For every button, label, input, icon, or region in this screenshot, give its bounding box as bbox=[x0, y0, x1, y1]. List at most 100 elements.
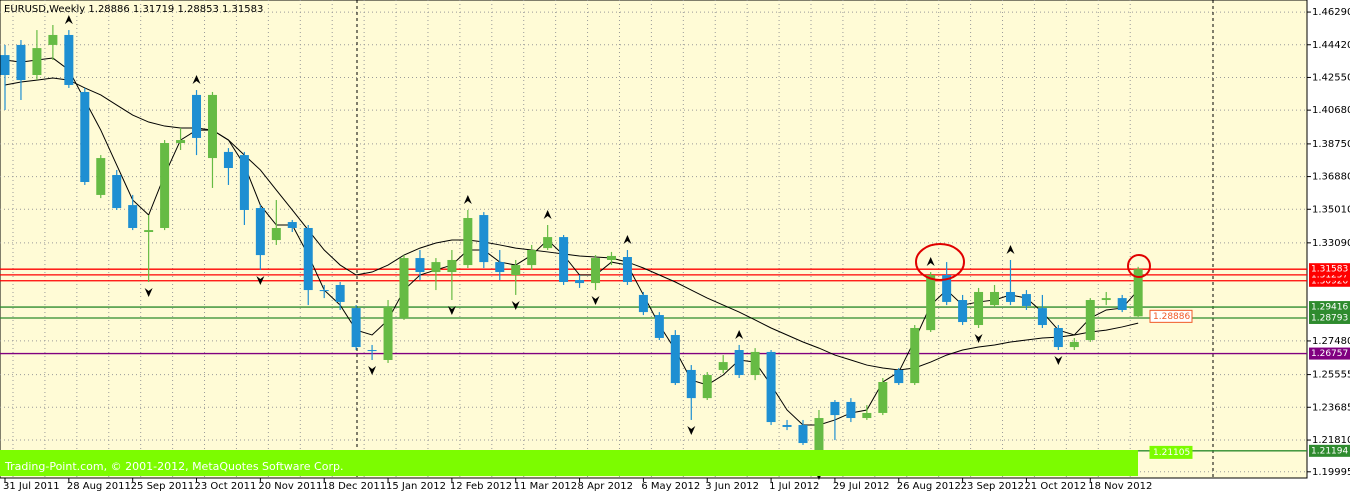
x-tick-label: 26 Aug 2012 bbox=[897, 481, 961, 492]
highlight-circle bbox=[915, 243, 965, 281]
candle-body bbox=[798, 425, 808, 444]
candle-body bbox=[591, 258, 601, 284]
y-tick-label: 1.36880 bbox=[1312, 172, 1350, 183]
candle-body bbox=[1085, 300, 1095, 341]
y-tick-label: 1.33090 bbox=[1312, 238, 1350, 249]
candle-body bbox=[463, 218, 473, 266]
x-tick-label: 11 Mar 2012 bbox=[514, 481, 577, 492]
x-tick-label: 3 Jun 2012 bbox=[705, 481, 759, 492]
candle-body bbox=[80, 91, 90, 183]
fractal-down bbox=[144, 288, 153, 298]
candle-body bbox=[351, 308, 361, 348]
x-tick-label: 18 Dec 2011 bbox=[322, 481, 386, 492]
fractal-up bbox=[543, 210, 552, 220]
candle-body bbox=[1037, 308, 1047, 326]
x-tick-label: 23 Sep 2012 bbox=[961, 481, 1024, 492]
candle-body bbox=[734, 350, 744, 376]
fractal-up bbox=[623, 235, 632, 245]
fractal-down bbox=[368, 365, 377, 375]
x-tick-label: 20 Nov 2011 bbox=[258, 481, 322, 492]
candle-body bbox=[144, 230, 154, 233]
label-layer: 1.46290 1.44420 1.42550 1.40680 1.38750 1.368… bbox=[3, 7, 1350, 492]
level-label-box bbox=[1309, 347, 1350, 360]
plot-area bbox=[0, 0, 1308, 479]
fractal-up bbox=[926, 257, 935, 267]
candle-body bbox=[303, 227, 313, 291]
candle-body bbox=[990, 291, 1000, 306]
candle-body bbox=[192, 94, 202, 138]
candle-body bbox=[543, 237, 553, 249]
candle-body bbox=[160, 143, 170, 228]
candle-body bbox=[814, 418, 824, 451]
candle-body bbox=[335, 284, 345, 302]
x-tick-label: 18 Nov 2012 bbox=[1088, 481, 1152, 492]
level-label-box bbox=[1309, 263, 1350, 276]
footer-text: Trading-Point.com, © 2001-2012, MetaQuot… bbox=[4, 460, 343, 473]
candle-body bbox=[575, 280, 585, 284]
candle-body bbox=[974, 291, 984, 326]
candle-body bbox=[48, 34, 58, 45]
y-tick-label: 1.46290 bbox=[1312, 7, 1350, 18]
y-tick-label: 1.38750 bbox=[1312, 139, 1350, 150]
fractal-up bbox=[735, 329, 744, 339]
level-label: 1.28793 bbox=[1311, 313, 1348, 323]
x-tick-label: 25 Sep 2011 bbox=[131, 481, 194, 492]
candle-body bbox=[527, 250, 537, 266]
fractal-up bbox=[192, 75, 201, 85]
candle-body bbox=[1053, 327, 1063, 348]
highlight-circle bbox=[1127, 254, 1151, 278]
candle-body bbox=[239, 155, 249, 210]
fractal-down bbox=[447, 306, 456, 316]
candle-body bbox=[654, 315, 664, 338]
level-label-box bbox=[1309, 311, 1350, 324]
candle-body bbox=[32, 48, 42, 76]
price-label: 1.28886 bbox=[1153, 312, 1190, 322]
candle-body bbox=[1021, 294, 1031, 306]
candle-body bbox=[415, 258, 425, 273]
fractal-up bbox=[1006, 244, 1015, 254]
x-tick-label: 8 Apr 2012 bbox=[578, 481, 633, 492]
candle-body bbox=[96, 158, 106, 195]
x-tick-label: 12 Feb 2012 bbox=[450, 481, 512, 492]
candle-body bbox=[128, 205, 138, 228]
candle-body bbox=[447, 259, 457, 273]
candle-body bbox=[255, 208, 265, 256]
candle-body bbox=[319, 290, 329, 292]
x-tick-label: 23 Oct 2011 bbox=[195, 481, 257, 492]
candle-body bbox=[638, 294, 648, 313]
y-tick-label: 1.21810 bbox=[1312, 435, 1350, 446]
candle-body bbox=[958, 300, 968, 323]
candle-body bbox=[1117, 298, 1127, 310]
candle-body bbox=[223, 151, 233, 169]
fractal-down bbox=[1054, 356, 1063, 366]
candle-body bbox=[16, 44, 26, 81]
candle-body bbox=[383, 307, 393, 360]
candle-body bbox=[910, 327, 920, 384]
candle-body bbox=[176, 140, 186, 144]
y-tick-label: 1.42550 bbox=[1312, 72, 1350, 83]
candle-body bbox=[207, 94, 217, 159]
x-tick-label: 15 Jan 2012 bbox=[386, 481, 446, 492]
level-label: 1.21194 bbox=[1311, 446, 1348, 456]
candle-body bbox=[862, 412, 872, 419]
candle-body bbox=[0, 55, 10, 76]
candle-body bbox=[686, 369, 696, 399]
candle-body bbox=[718, 362, 728, 370]
level-label-box bbox=[1309, 444, 1350, 457]
y-tick-label: 1.23685 bbox=[1312, 402, 1350, 413]
candle-body bbox=[750, 351, 760, 376]
candle-body bbox=[287, 222, 297, 228]
candle-body bbox=[894, 369, 904, 384]
candle-body bbox=[64, 34, 74, 85]
candle-body bbox=[702, 375, 712, 399]
candle-body bbox=[670, 334, 680, 384]
candle-body bbox=[367, 350, 377, 352]
footer-bar bbox=[0, 450, 1138, 476]
candle-body bbox=[1069, 341, 1079, 348]
candle-body bbox=[495, 262, 505, 273]
candle-body bbox=[112, 175, 122, 209]
candle-body bbox=[431, 262, 441, 273]
fractal-down bbox=[687, 425, 696, 435]
candle-body bbox=[479, 215, 489, 263]
